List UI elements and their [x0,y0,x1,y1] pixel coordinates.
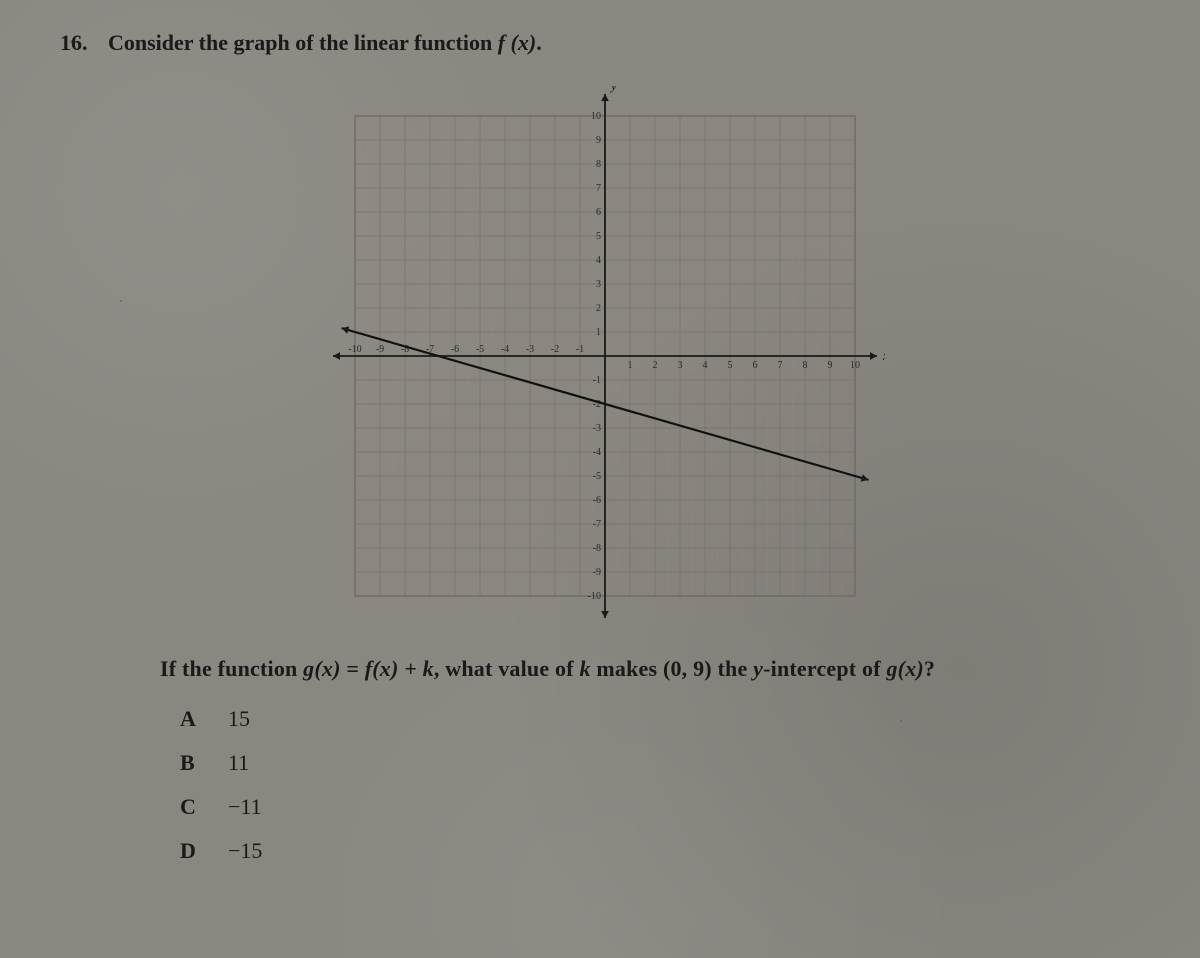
speck [70,40,73,43]
svg-text:8: 8 [596,159,601,170]
sub-prefix: If the function [160,656,303,681]
svg-text:y: y [609,86,617,93]
sub-gx: g(x) = f(x) + k [303,656,434,681]
svg-text:5: 5 [728,360,733,371]
svg-text:3: 3 [678,360,683,371]
choice-letter: B [180,750,202,776]
sub-mid: , what value of [434,656,580,681]
svg-text:10: 10 [591,111,601,122]
svg-text:10: 10 [850,360,860,371]
svg-text:1: 1 [596,327,601,338]
svg-text:3: 3 [596,279,601,290]
svg-text:-4: -4 [501,344,509,355]
choice-d[interactable]: D −15 [180,838,1150,864]
sub-gx2: g(x) [886,656,923,681]
svg-text:-2: -2 [551,344,559,355]
prompt-prefix: Consider the graph of the linear functio… [108,30,498,55]
page: 16. Consider the graph of the linear fun… [0,0,1200,958]
question-prompt: Consider the graph of the linear functio… [108,30,542,56]
svg-text:-3: -3 [526,344,534,355]
choice-a[interactable]: A 15 [180,706,1150,732]
svg-text:6: 6 [596,207,601,218]
svg-text:9: 9 [828,360,833,371]
sub-yint: y [753,656,763,681]
svg-text:-1: -1 [576,344,584,355]
svg-text:-7: -7 [593,519,601,530]
graph-container: x y -10 -9 -8 -7 -6 -5 -4 -3 -2 -1 1 2 3 4 5 6 7 8 9 10 1 2 3 4 5 6… [325,86,885,626]
speck [900,720,902,722]
svg-text:5: 5 [596,231,601,242]
choice-b[interactable]: B 11 [180,750,1150,776]
svg-text:7: 7 [596,183,601,194]
sub-end: ? [924,656,935,681]
choice-letter: C [180,794,202,820]
question-number: 16. [60,30,94,56]
svg-text:-8: -8 [593,543,601,554]
question-sub: If the function g(x) = f(x) + k, what va… [160,656,1150,682]
svg-text:6: 6 [753,360,758,371]
svg-text:2: 2 [596,303,601,314]
svg-text:-4: -4 [593,447,601,458]
svg-text:4: 4 [703,360,708,371]
svg-text:-9: -9 [593,567,601,578]
choice-letter: D [180,838,202,864]
sub-mid2: makes [591,656,663,681]
svg-text:-1: -1 [593,375,601,386]
sub-point: (0, 9) [663,656,712,681]
sub-suffix: -intercept of [763,656,886,681]
svg-text:7: 7 [778,360,783,371]
choice-value: 15 [228,706,250,732]
svg-text:-10: -10 [588,591,601,602]
choice-value: −11 [228,794,262,820]
svg-text:2: 2 [653,360,658,371]
svg-text:-5: -5 [476,344,484,355]
svg-text:9: 9 [596,135,601,146]
svg-text:x: x [882,348,885,363]
svg-text:-3: -3 [593,423,601,434]
prompt-fx: f (x) [498,30,536,55]
choice-letter: A [180,706,202,732]
svg-text:8: 8 [803,360,808,371]
svg-text:-10: -10 [348,344,361,355]
sub-k: k [579,656,590,681]
sub-mid3: the [712,656,753,681]
svg-text:-6: -6 [593,495,601,506]
prompt-suffix: . [536,30,542,55]
svg-text:-9: -9 [376,344,384,355]
choice-value: −15 [228,838,262,864]
speck [120,300,122,302]
svg-text:4: 4 [596,255,601,266]
graph-svg: x y -10 -9 -8 -7 -6 -5 -4 -3 -2 -1 1 2 3 4 5 6 7 8 9 10 1 2 3 4 5 6… [325,86,885,626]
question-header: 16. Consider the graph of the linear fun… [60,30,1150,56]
svg-text:-6: -6 [451,344,459,355]
svg-text:-5: -5 [593,471,601,482]
answer-choices: A 15 B 11 C −11 D −15 [180,706,1150,864]
svg-text:1: 1 [628,360,633,371]
choice-c[interactable]: C −11 [180,794,1150,820]
choice-value: 11 [228,750,249,776]
